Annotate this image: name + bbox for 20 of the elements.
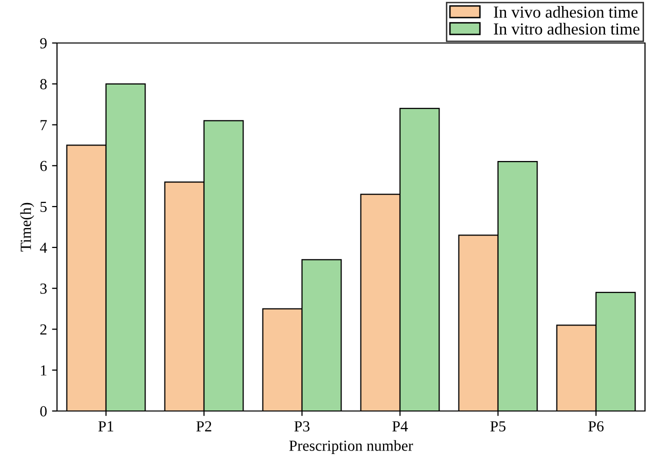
y-tick-label: 1 — [40, 365, 46, 376]
y-tick-label: 8 — [40, 79, 47, 90]
x-axis-title: Prescription number — [289, 440, 414, 454]
y-tick-label: 5 — [40, 202, 47, 212]
y-tick-label: 2 — [40, 324, 46, 335]
y-tick-label: 4 — [40, 242, 48, 253]
y-tick-label: 6 — [40, 160, 47, 172]
x-tick-label: P5 — [490, 421, 506, 432]
legend-label: In vivo adhesion time — [494, 6, 638, 18]
x-tick-label: P3 — [294, 421, 310, 432]
x-tick-label: P4 — [392, 421, 408, 432]
legend-label: In vitro adhesion time — [494, 22, 640, 35]
y-tick-label: 0 — [40, 406, 47, 416]
x-tick-label: P6 — [588, 421, 604, 432]
x-tick-label: P1 — [98, 421, 114, 432]
y-axis-title: Time(h) — [20, 202, 34, 252]
x-tick-label: P2 — [196, 421, 212, 432]
y-tick-label: 7 — [40, 120, 47, 130]
y-tick-label: 3 — [40, 284, 47, 294]
y-tick-label: 9 — [40, 38, 47, 48]
